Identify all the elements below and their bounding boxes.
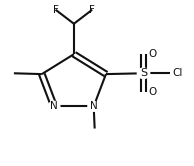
Text: F: F bbox=[89, 5, 95, 15]
Text: N: N bbox=[90, 101, 98, 111]
Text: S: S bbox=[140, 68, 147, 78]
Text: O: O bbox=[148, 87, 157, 97]
Text: N: N bbox=[50, 101, 58, 111]
Text: F: F bbox=[53, 5, 59, 15]
Text: Cl: Cl bbox=[172, 68, 183, 78]
Circle shape bbox=[137, 68, 150, 79]
Text: O: O bbox=[148, 49, 157, 59]
Circle shape bbox=[48, 101, 60, 111]
Circle shape bbox=[88, 101, 100, 111]
